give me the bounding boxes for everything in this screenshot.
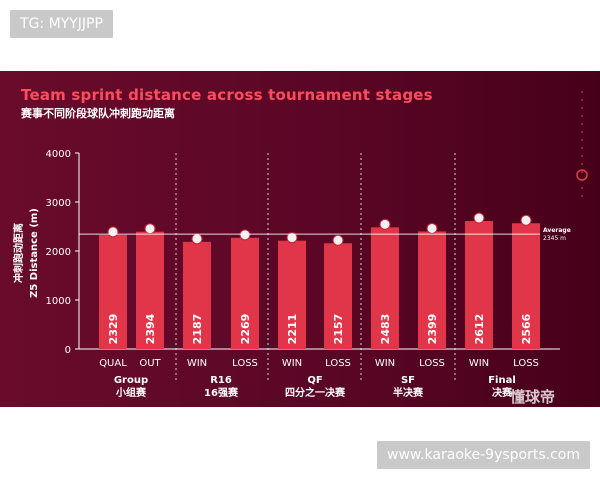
decor-dot [581, 195, 583, 197]
team-flag-marker [473, 212, 485, 224]
stage-group-label-cn: 小组赛 [115, 386, 147, 399]
decor-dot [581, 155, 583, 157]
decor-dot [581, 107, 583, 109]
y-tick-label: 3000 [46, 198, 71, 209]
decor-dot [581, 123, 583, 125]
bar-value-label: 2612 [473, 314, 486, 345]
bar-value-label: 2566 [520, 313, 533, 344]
decor-dot [581, 91, 583, 93]
decor-dot [581, 131, 583, 133]
chart-title: Team sprint distance across tournament s… [21, 86, 433, 104]
x-category-label: LOSS [513, 358, 539, 369]
bar [465, 221, 493, 349]
bar-value-label: 2329 [107, 314, 120, 345]
y-tick-label: 1000 [46, 296, 71, 307]
team-flag-marker [520, 214, 532, 226]
stage-group-label-cn: 决赛 [492, 386, 513, 399]
bar [231, 237, 259, 349]
bar [136, 231, 164, 349]
y-tick-label: 0 [65, 345, 71, 356]
x-category-label: WIN [187, 358, 207, 369]
bar [371, 227, 399, 349]
decor-dot [581, 115, 583, 117]
bar-value-label: 2269 [239, 314, 252, 345]
bar [183, 241, 211, 349]
decor-dot [581, 99, 583, 101]
bar-value-label: 2211 [286, 314, 299, 345]
team-flag-marker [107, 226, 119, 238]
bottom-url-tag: www.karaoke-9ysports.com [377, 441, 590, 469]
team-flag-marker [286, 232, 298, 244]
stage-group-label-cn: 半决赛 [393, 386, 424, 399]
bar-value-label: 2157 [332, 314, 345, 345]
watermark-logo: 懂球帝 [510, 388, 556, 406]
decor-dot [581, 163, 583, 165]
x-category-label: LOSS [419, 358, 445, 369]
x-category-label: WIN [375, 358, 395, 369]
team-flag-marker [144, 223, 156, 235]
team-flag-marker [191, 233, 203, 245]
y-tick-label: 2000 [46, 247, 71, 258]
x-category-label: LOSS [325, 358, 351, 369]
stage-group-label: R16 [210, 375, 232, 386]
team-flag-marker [426, 222, 438, 234]
decor-dot [581, 187, 583, 189]
x-category-label: QUAL [99, 358, 127, 369]
bar-value-label: 2399 [426, 314, 439, 345]
bar [99, 234, 127, 349]
team-flag-marker [379, 218, 391, 230]
chart-subtitle: 赛事不同阶段球队冲刺跑动距离 [21, 107, 175, 120]
stage-group-label: Final [488, 375, 516, 386]
average-value-label: 2345 m [543, 235, 566, 242]
bar-value-label: 2394 [144, 313, 157, 344]
y-tick-label: 4000 [46, 149, 71, 160]
x-category-label: WIN [282, 358, 302, 369]
stage-group-label: SF [401, 375, 415, 386]
x-category-label: OUT [139, 358, 161, 369]
stage-group-label: Group [114, 375, 148, 386]
average-label: Average [543, 227, 571, 234]
decor-dot [581, 139, 583, 141]
stage-group-label: QF [307, 375, 322, 386]
bar-value-label: 2483 [379, 314, 392, 345]
stage-group-label-cn: 16强赛 [204, 386, 239, 399]
x-category-label: LOSS [232, 358, 258, 369]
team-flag-marker [239, 229, 251, 241]
bar [418, 231, 446, 349]
y-axis-title-cn: 冲刺跑动距离 [12, 223, 25, 283]
x-category-label: WIN [469, 358, 489, 369]
team-flag-marker [332, 234, 344, 246]
stage-group-label-cn: 四分之一决赛 [285, 386, 346, 399]
bar [324, 243, 352, 349]
bar [278, 240, 306, 349]
bar-value-label: 2187 [191, 314, 204, 345]
decor-dot [581, 147, 583, 149]
top-watermark-tag: TG: MYYJJPP [10, 10, 113, 38]
y-axis-title-en: Z5 Distance (m) [29, 208, 40, 298]
decor-dot [581, 171, 583, 173]
decor-ring [576, 169, 588, 181]
bar [512, 223, 540, 349]
